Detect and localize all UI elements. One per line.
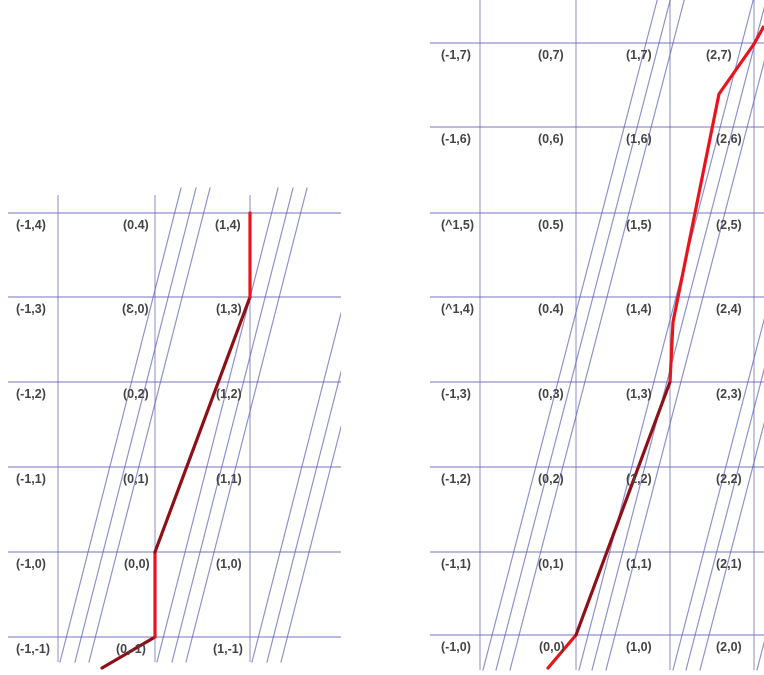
right-coordinate-labels: (-1,0) (0,0) (1,0) (2,0) (-1,1) (0,1) (1,1) (2,… — [441, 48, 742, 654]
left-hatch-lines — [60, 188, 402, 662]
coordinate-label: (-1,1) — [441, 557, 471, 571]
coordinate-label: (^1,5) — [441, 218, 474, 232]
coordinate-label: (-1,1) — [16, 472, 46, 486]
hatch-line — [281, 188, 402, 662]
coordinate-label: (0.4) — [538, 302, 564, 316]
coordinate-label: (1,3) — [626, 387, 652, 401]
coordinate-label: (Ɛ,0) — [122, 302, 149, 316]
coordinate-label: (-1,7) — [441, 48, 471, 62]
coordinate-label: (1,0) — [216, 557, 242, 571]
coordinate-label: (1,1) — [626, 557, 652, 571]
hatch-line — [89, 188, 210, 662]
hatch-line — [60, 188, 181, 662]
coordinate-label: (0,1) — [123, 472, 149, 486]
path-segment-dark — [155, 297, 250, 552]
coordinate-label: (0,3) — [538, 387, 564, 401]
hatch-line — [75, 188, 196, 662]
coordinate-label: (2,6) — [716, 132, 742, 146]
coordinate-label: (-1,0) — [16, 557, 46, 571]
coordinate-label: (1,2) — [626, 472, 652, 486]
coordinate-label: (1,4) — [626, 302, 652, 316]
coordinate-label: (-1,0) — [441, 640, 471, 654]
coordinate-label: (-1,3) — [16, 302, 46, 316]
coordinate-label: (-1,3) — [441, 387, 471, 401]
coordinate-label: (-1,-1) — [16, 642, 50, 656]
coordinate-label: (2,1) — [716, 557, 742, 571]
coordinate-label: (0,0) — [124, 557, 150, 571]
coordinate-label: (2,7) — [706, 48, 732, 62]
coordinate-label: (2,5) — [716, 218, 742, 232]
path-segment-dark — [576, 382, 670, 635]
coordinate-label: (2,4) — [716, 302, 742, 316]
hatch-line — [252, 188, 373, 662]
coordinate-label: (0,2) — [538, 472, 564, 486]
path-segment-bright — [670, 26, 764, 382]
coordinate-label: (-1,6) — [441, 132, 471, 146]
hatch-line — [186, 188, 307, 662]
coordinate-label: (0,-1) — [116, 642, 146, 656]
left-lattice-diagram: (-1,-1) (0,-1) (1,-1) (-1,0) (0,0) (1,0) (-1,1… — [8, 188, 402, 668]
hatch-line — [510, 0, 684, 670]
coordinate-label: (1,0) — [626, 640, 652, 654]
coordinate-label: (1,5) — [626, 218, 652, 232]
coordinate-label: (-1,2) — [16, 387, 46, 401]
right-lattice-diagram: (-1,0) (0,0) (1,0) (2,0) (-1,1) (0,1) (1,1) (2,… — [430, 0, 764, 670]
coordinate-label: (1,3) — [216, 302, 242, 316]
coordinate-label: (1,2) — [216, 387, 242, 401]
coordinate-label: (0,2) — [123, 387, 149, 401]
coordinate-label: (0.4) — [123, 218, 149, 232]
coordinate-label: (2,0) — [716, 640, 742, 654]
left-path — [102, 213, 250, 668]
coordinate-label: (-1,2) — [441, 472, 471, 486]
hatch-line — [157, 188, 278, 662]
coordinate-label: (0,6) — [538, 132, 564, 146]
coordinate-label: (1,6) — [626, 132, 652, 146]
coordinate-label: (1,-1) — [213, 642, 243, 656]
coordinate-label: (1,4) — [215, 218, 241, 232]
coordinate-label: (1,7) — [626, 48, 652, 62]
coordinate-label: (0,7) — [538, 48, 564, 62]
coordinate-label: (2,2) — [716, 472, 742, 486]
hatch-line — [172, 188, 293, 662]
coordinate-label: (1,1) — [216, 472, 242, 486]
coordinate-label: (0.5) — [538, 218, 564, 232]
coordinate-label: (0,1) — [538, 557, 564, 571]
coordinate-label: (^1,4) — [441, 302, 474, 316]
coordinate-label: (2,3) — [716, 387, 742, 401]
left-coordinate-labels: (-1,-1) (0,-1) (1,-1) (-1,0) (0,0) (1,0) (-1,1… — [16, 218, 243, 656]
hatch-line — [267, 188, 388, 662]
coordinate-label: (-1,4) — [16, 218, 46, 232]
coordinate-label: (0,0) — [539, 640, 565, 654]
